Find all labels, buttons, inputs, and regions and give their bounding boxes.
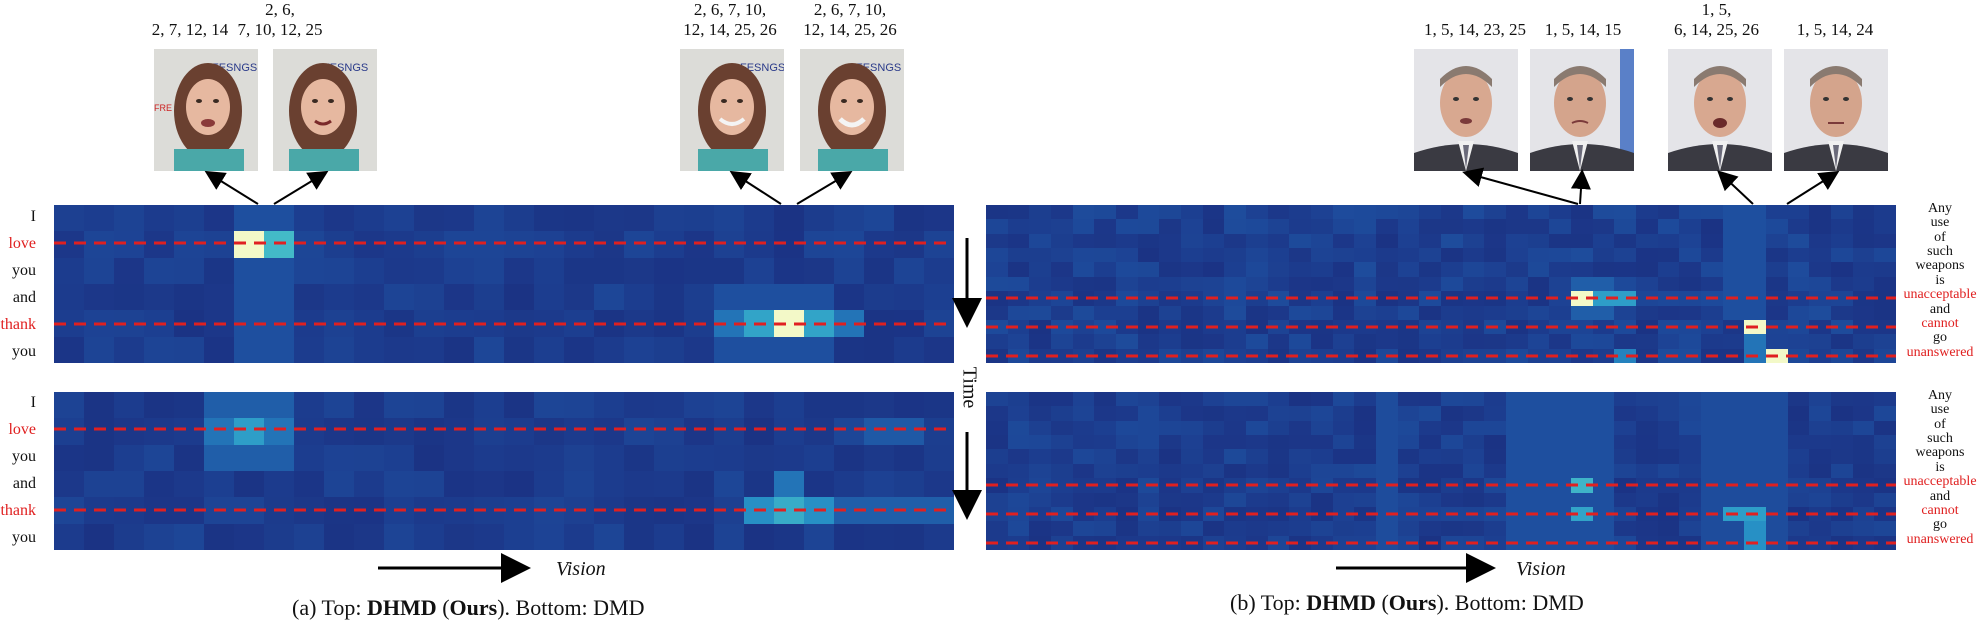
word-label: I (30, 394, 36, 411)
svg-text:FRE: FRE (154, 103, 172, 113)
au-label-8: 1, 5, 14, 24 (1796, 20, 1874, 39)
heatmap-left-top (54, 205, 954, 363)
face-image-woman-4: FESNGS (800, 49, 904, 171)
arrow-to-face (1570, 169, 1591, 205)
word-label: you (12, 262, 36, 279)
word-label: you (12, 529, 36, 546)
arrow-to-face (1717, 170, 1754, 205)
word-label-highlight: thank (0, 316, 36, 333)
au-label-1: 2, 7, 12, 14 (151, 20, 229, 39)
face-image-woman-1: FESNGS FRE (154, 49, 258, 171)
word-label-highlight: unacceptable (1903, 474, 1977, 490)
heatmap-right-top (986, 205, 1896, 363)
au-label-7: 1, 5, 6, 14, 25, 26 (1674, 0, 1759, 39)
word-label: use (1930, 215, 1950, 231)
au-label-5: 1, 5, 14, 23, 25 (1424, 20, 1526, 39)
au-label-6: 1, 5, 14, 15 (1544, 20, 1622, 39)
arrow-to-face (729, 170, 782, 205)
word-label-highlight: unanswered (1906, 531, 1974, 547)
word-label: you (12, 448, 36, 465)
face-image-man-4 (1784, 49, 1888, 171)
word-label: Any (1927, 388, 1953, 403)
au-label-4: 2, 6, 7, 10, 12, 14, 25, 26 (803, 0, 897, 39)
vision-axis-label: Vision (1516, 558, 1566, 580)
caption-right: (b) Top: DHMD (Ours). Bottom: DMD (1230, 590, 1584, 615)
word-label: you (12, 343, 36, 360)
word-label-highlight: love (8, 421, 36, 438)
word-label: of (1934, 416, 1946, 432)
svg-text:FESNGS: FESNGS (740, 62, 784, 74)
word-label-highlight: thank (0, 502, 36, 519)
word-label-highlight: unanswered (1906, 344, 1974, 360)
caption-left: (a) Top: DHMD (Ours). Bottom: DMD (292, 595, 645, 620)
au-label-2: 2, 6, 7, 10, 12, 25 (237, 0, 323, 39)
word-label: and (12, 289, 36, 306)
word-label: and (1929, 301, 1951, 317)
word-label: such (1927, 244, 1953, 260)
word-label: go (1933, 517, 1947, 533)
face-image-man-3 (1668, 49, 1772, 171)
word-label: and (1929, 488, 1951, 504)
face-image-woman-3: FESNGS (680, 49, 784, 171)
word-label-highlight: cannot (1921, 315, 1959, 331)
word-label: and (12, 475, 36, 492)
arrow-to-face (1786, 170, 1840, 205)
word-label: I (30, 208, 36, 225)
arrow-to-face (204, 170, 259, 205)
word-label: weapons (1915, 445, 1965, 461)
word-label: go (1933, 330, 1947, 346)
word-label-highlight: cannot (1921, 502, 1959, 518)
word-label-highlight: unacceptable (1903, 287, 1977, 303)
word-label: weapons (1915, 258, 1965, 274)
heatmap-right-bottom (986, 392, 1896, 550)
face-image-man-1 (1414, 49, 1518, 171)
word-label: is (1935, 459, 1945, 475)
arrow-to-face (796, 170, 853, 205)
vision-axis-label: Vision (556, 558, 606, 580)
word-label: Any (1927, 201, 1953, 216)
word-label-highlight: love (8, 235, 36, 252)
au-label-3: 2, 6, 7, 10, 12, 14, 25, 26 (683, 0, 777, 39)
word-label: such (1927, 431, 1953, 447)
word-label: is (1935, 272, 1945, 288)
heatmap-left-bottom (54, 392, 954, 550)
face-image-man-2 (1530, 49, 1634, 171)
arrow-to-face (1462, 167, 1579, 205)
face-image-woman-2: FESNGS (273, 49, 377, 171)
arrow-to-face (273, 170, 329, 205)
word-label: of (1934, 229, 1946, 245)
word-label: use (1930, 402, 1950, 418)
